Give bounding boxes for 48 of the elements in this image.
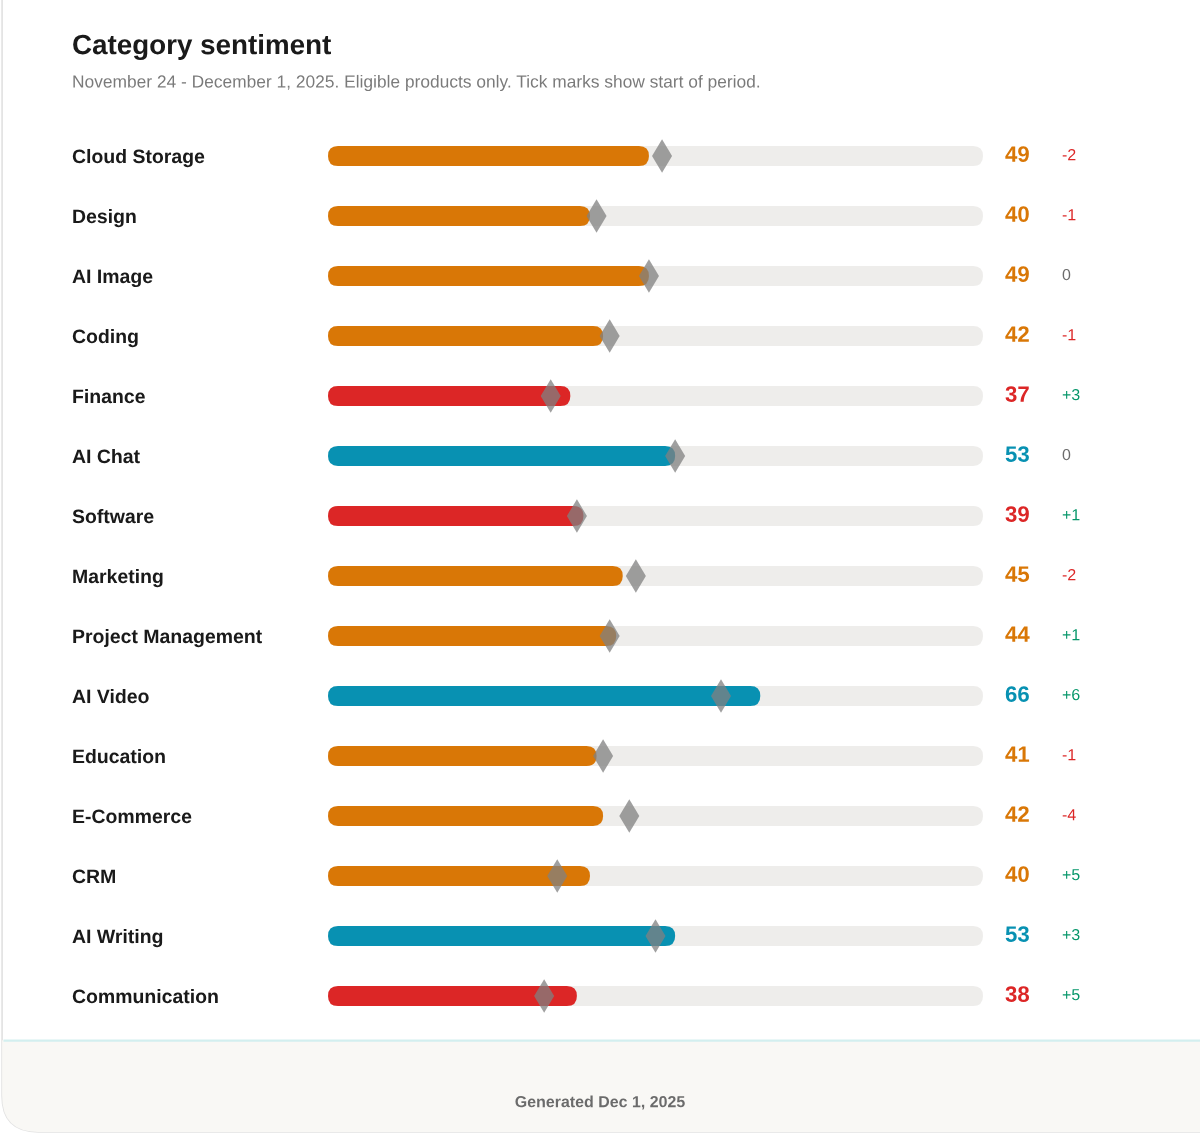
y-tick-label: CRM	[72, 869, 115, 884]
y-tick-label: AI Writing	[72, 928, 163, 948]
text: -4	[1062, 809, 1076, 821]
y-tick-label: Marketing	[73, 568, 163, 588]
text: Generated Dec 1, 2025	[515, 1095, 685, 1110]
data-label: 42	[1005, 806, 1029, 822]
y-tick-label: Project Management	[73, 628, 262, 648]
y-tick-label: Design	[73, 208, 136, 228]
data-label: 40	[1005, 206, 1029, 222]
data-label: 53	[1005, 926, 1029, 942]
data-label: 39	[1005, 506, 1029, 522]
y-tick-label: AI Video	[72, 688, 149, 704]
y-tick-label: Coding	[72, 328, 138, 348]
text: +5	[1062, 869, 1080, 881]
y-tick-label: AI Chat	[72, 448, 140, 464]
y-tick-label: Software	[72, 508, 154, 524]
data-label: 42	[1005, 326, 1029, 342]
y-tick-label: Finance	[73, 388, 145, 404]
text: 0	[1062, 448, 1071, 461]
y-tick-label: AI Image	[72, 269, 153, 288]
y-tick-label: Education	[73, 748, 165, 764]
text: -2	[1062, 148, 1076, 161]
y-tick-label: Cloud Storage	[72, 148, 205, 168]
y-tick-label: Communication	[72, 988, 218, 1004]
text: 0	[1062, 268, 1071, 281]
data-label: 37	[1005, 386, 1029, 402]
data-label: 40	[1005, 866, 1029, 882]
text: +1	[1062, 509, 1080, 521]
data-label: 38	[1005, 986, 1030, 1002]
data-label: 41	[1005, 746, 1030, 762]
data-label: 66	[1005, 686, 1029, 702]
text: -1	[1062, 329, 1076, 341]
text: -2	[1062, 568, 1076, 581]
text: +3	[1062, 928, 1080, 941]
y-tick-label: E-Commerce	[73, 809, 192, 824]
text: +1	[1062, 629, 1080, 641]
text: +5	[1062, 989, 1080, 1001]
chart-title: Category sentiment	[73, 33, 331, 61]
text: -1	[1062, 209, 1076, 221]
text: +6	[1062, 688, 1080, 701]
chart-subtitle: November 24 - December 1, 2025. Eligible products only. Tick marks show start of period.	[73, 74, 760, 92]
data-label: 49	[1005, 146, 1029, 162]
text: -1	[1062, 749, 1076, 761]
data-label: 45	[1005, 566, 1030, 582]
data-label: 44	[1005, 626, 1030, 642]
data-label: 53	[1005, 446, 1029, 462]
text: +3	[1062, 388, 1080, 401]
data-label: 49	[1005, 266, 1029, 282]
